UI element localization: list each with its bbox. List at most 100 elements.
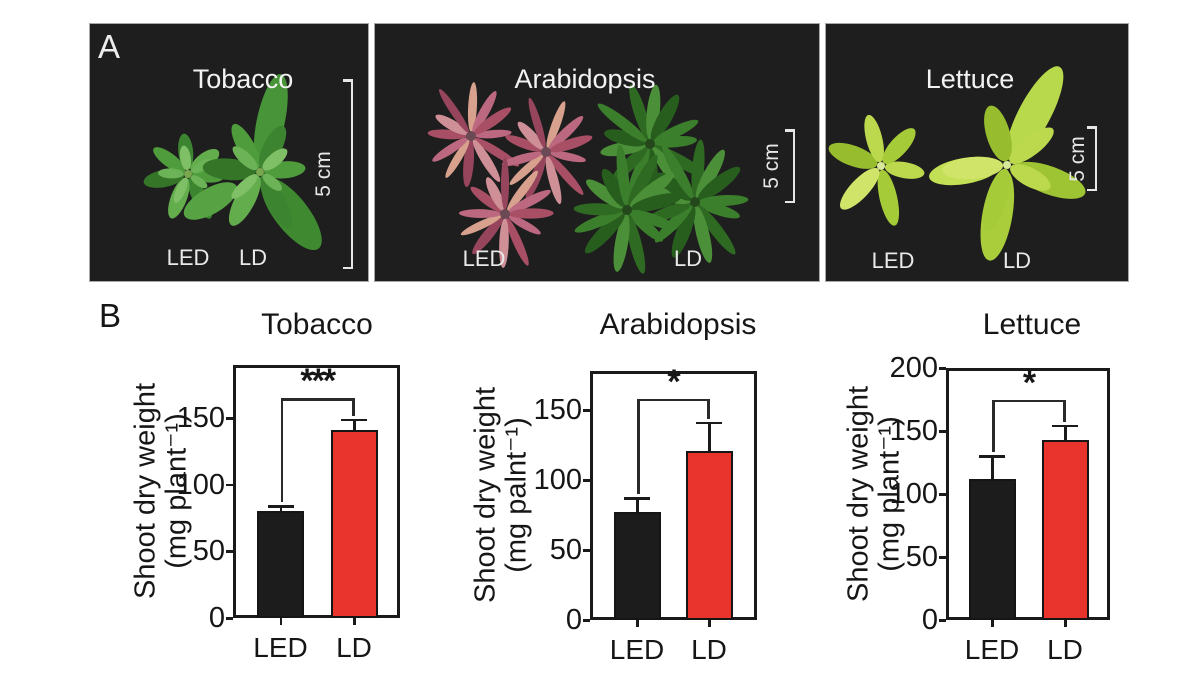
x-axis-tick [1064, 620, 1067, 627]
y-axis-tick [583, 549, 590, 552]
chart-title-arabidopsis: Arabidopsis [599, 308, 757, 341]
scale-bar-cap [343, 266, 353, 269]
x-tick-label: LD [691, 634, 727, 665]
significance-bracket-right [1063, 399, 1066, 422]
condition-label-ld: LD [238, 245, 268, 270]
chart-title-tobacco: Tobacco [261, 308, 373, 341]
y-axis-tick [226, 417, 233, 420]
panel-b-label: B [99, 297, 122, 334]
significance-bracket-left [992, 399, 995, 453]
x-axis-tick [636, 620, 639, 627]
scale-bar: 5 cm [760, 129, 795, 203]
error-bar-cap [341, 418, 367, 422]
x-axis-tick [353, 618, 356, 625]
bar-led [613, 512, 661, 620]
error-bar-cap [979, 455, 1005, 458]
scale-bar-line [792, 129, 795, 203]
condition-label-ld: LD [673, 246, 703, 271]
condition-label-led: LED [166, 245, 210, 270]
y-tick-label: 50 [549, 534, 582, 567]
error-bar [636, 498, 639, 513]
scale-bar-cap [785, 129, 795, 132]
y-axis-tick [226, 483, 233, 487]
error-bar-cap [1052, 424, 1078, 428]
y-axis-tick [226, 617, 233, 620]
photo-panel-tobacco: A Tobacco LED LD 5 cm [89, 23, 369, 282]
y-axis-tick [583, 619, 590, 622]
y-axis-tick [226, 550, 233, 553]
photo-panel-lettuce: Lettuce LED LD 5 cm [825, 23, 1129, 282]
tobacco-plants-image [143, 74, 322, 251]
significance-asterisks: * [667, 362, 680, 401]
y-tick-label: 50 [905, 541, 938, 573]
y-tick-label: 150 [176, 402, 225, 435]
x-tick-label: LED [609, 634, 665, 665]
x-axis-tick [708, 620, 711, 627]
y-tick-label: 100 [176, 468, 225, 501]
arabidopsis-plants-image [427, 82, 749, 274]
photo-title-lettuce: Lettuce [925, 64, 1015, 94]
x-axis-tick [279, 618, 282, 625]
y-tick-label: 0 [208, 602, 225, 634]
x-tick-label: LD [336, 632, 372, 663]
bar-ld [685, 450, 733, 620]
scale-bar: 5 cm [312, 79, 353, 269]
y-axis-tick [939, 619, 946, 622]
scale-bar-cap [1087, 188, 1097, 191]
chart-title-lettuce: Lettuce [982, 308, 1082, 341]
scale-bar-cap [343, 79, 353, 82]
y-tick-label: 200 [889, 352, 938, 384]
y-axis-tick [939, 430, 946, 433]
y-axis-tick [939, 367, 946, 370]
condition-label-led: LED [462, 246, 506, 271]
bar-ld [330, 430, 378, 618]
lettuce-plants-image [828, 66, 1086, 261]
y-tick-label: 0 [565, 604, 582, 636]
scale-bar-line [1094, 126, 1097, 191]
y-tick-label: 150 [889, 415, 938, 447]
error-bar [353, 419, 356, 431]
error-bar-cap [624, 497, 650, 500]
y-axis-tick [939, 493, 946, 496]
condition-label-ld: LD [1002, 248, 1032, 273]
significance-asterisks: *** [300, 362, 336, 401]
photo-panel-arabidopsis: Arabidopsis LED LD 5 cm [374, 23, 820, 282]
x-tick-label: LED [964, 634, 1020, 665]
significance-bracket-left [637, 398, 640, 495]
significance-bracket [637, 398, 709, 402]
significance-asterisks: * [1022, 363, 1036, 402]
y-tick-label: 100 [533, 464, 582, 497]
y-axis-tick [583, 409, 590, 412]
significance-bracket-right [352, 398, 355, 416]
scale-bar-cap [1087, 126, 1097, 129]
error-bar [708, 422, 711, 451]
y-tick-label: 150 [533, 394, 582, 427]
x-tick-label: LED [253, 632, 308, 663]
scale-bar-line [350, 79, 353, 269]
y-tick-label: 0 [921, 604, 938, 636]
scale-bar-cap [785, 200, 795, 203]
significance-bracket-right [707, 398, 710, 419]
error-bar [279, 506, 282, 512]
error-bar-cap [267, 505, 294, 508]
error-bar [1064, 425, 1067, 440]
photo-title-tobacco: Tobacco [192, 64, 294, 94]
error-bar-cap [696, 421, 722, 425]
panel-a-label: A [98, 28, 121, 65]
y-axis-tick [583, 479, 590, 482]
significance-bracket [280, 398, 354, 401]
y-tick-label: 50 [192, 535, 225, 568]
x-tick-label: LD [1047, 634, 1083, 665]
significance-bracket [992, 399, 1065, 402]
error-bar [991, 456, 994, 479]
x-axis-tick [991, 620, 994, 627]
y-tick-label: 100 [889, 478, 938, 510]
scale-bar: 5 cm [1066, 126, 1097, 191]
y-axis-tick [939, 556, 946, 559]
bar-led [968, 478, 1016, 620]
condition-label-led: LED [871, 248, 915, 273]
bar-led [257, 511, 304, 618]
bar-ld [1041, 439, 1089, 620]
